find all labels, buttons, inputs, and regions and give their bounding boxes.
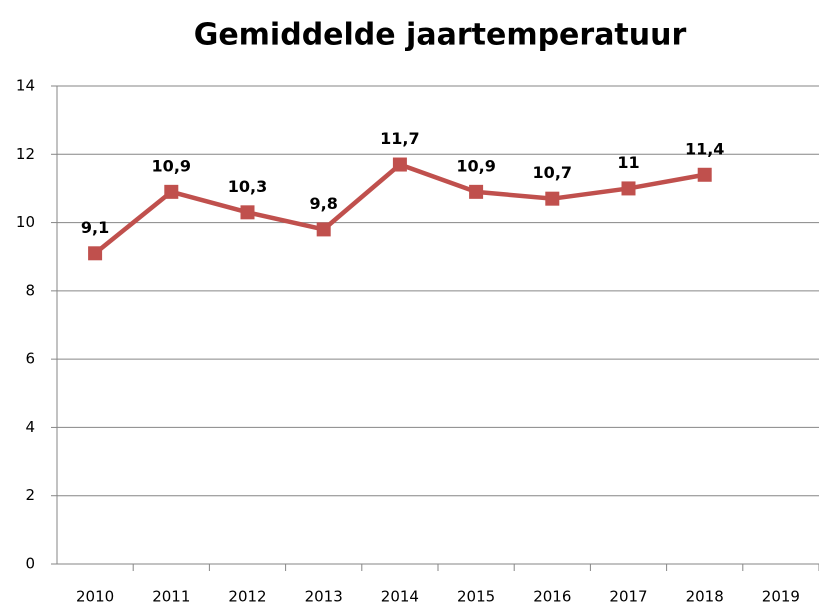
y-tick-label: 12 (16, 145, 35, 163)
marker (240, 205, 255, 220)
y-tick-label: 14 (16, 77, 35, 95)
y-tick-label: 6 (25, 350, 35, 368)
x-tick-label: 2017 (609, 588, 647, 606)
data-label: 9,8 (310, 194, 338, 213)
data-label: 10,9 (152, 156, 191, 175)
y-tick-label: 4 (25, 418, 35, 436)
marker (697, 167, 712, 182)
data-label: 10,3 (228, 177, 267, 196)
marker (469, 184, 484, 199)
y-tick-label: 8 (25, 281, 35, 299)
data-label: 11,4 (685, 139, 724, 158)
y-tick-label: 0 (25, 555, 35, 573)
y-tick-label: 2 (25, 486, 35, 504)
marker (392, 157, 407, 172)
data-label: 10,7 (533, 163, 572, 182)
x-tick-label: 2016 (533, 588, 571, 606)
marker (621, 181, 636, 196)
x-tick-label: 2013 (305, 588, 343, 606)
data-label: 9,1 (81, 218, 109, 237)
data-label: 11,7 (380, 129, 419, 148)
x-tick-label: 2015 (457, 588, 495, 606)
marker (545, 191, 560, 206)
marker (316, 222, 331, 237)
series-line (93, 162, 706, 256)
marker (88, 246, 103, 261)
y-tick-label: 10 (16, 213, 35, 231)
marker (164, 184, 179, 199)
x-tick-label: 2010 (76, 588, 114, 606)
x-tick-label: 2012 (228, 588, 266, 606)
chart-title: Gemiddelde jaartemperatuur (194, 18, 687, 53)
x-tick-label: 2019 (762, 588, 800, 606)
x-tick-label: 2014 (381, 588, 419, 606)
x-tick-label: 2018 (686, 588, 724, 606)
data-label: 11 (617, 153, 639, 172)
data-label: 10,9 (456, 156, 495, 175)
x-tick-label: 2011 (152, 588, 190, 606)
